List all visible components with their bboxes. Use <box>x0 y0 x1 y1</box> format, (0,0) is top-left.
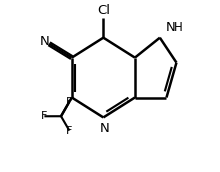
Text: Cl: Cl <box>97 4 110 17</box>
Text: H: H <box>174 20 183 34</box>
Text: N: N <box>166 20 175 34</box>
Text: F: F <box>66 126 73 136</box>
Text: F: F <box>66 97 72 107</box>
Text: N: N <box>40 35 50 48</box>
Text: N: N <box>100 122 110 135</box>
Text: F: F <box>41 111 48 121</box>
